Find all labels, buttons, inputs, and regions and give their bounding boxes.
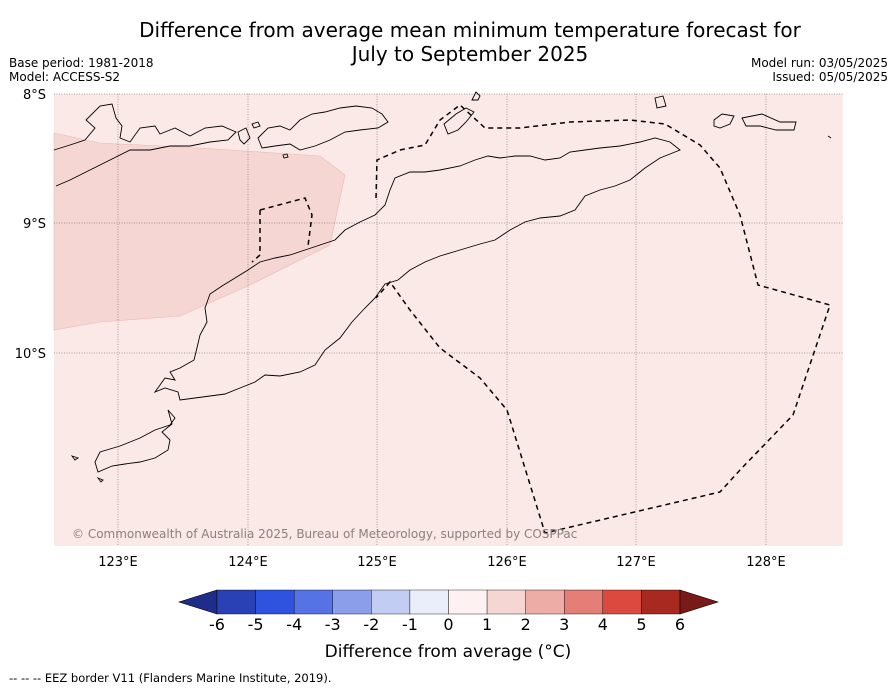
colorbar-segment [641,589,681,615]
colorbar-segment [486,589,526,615]
coastline-islet-4 [471,91,481,101]
model-run: Model run: 03/05/2025 [750,56,888,70]
colorbar-ticks: -6 -5 -4 -3 -2 -1 0 1 2 3 4 5 6 [209,615,685,634]
colorbar-tick-label: -6 [209,615,225,634]
chart-title: Difference from average mean minimum tem… [0,18,896,66]
colorbar-tick-label: 1 [482,615,492,634]
coastline-babar [713,113,735,129]
lon-label-125: 125°E [357,555,397,570]
colorbar-extend-low [178,589,218,615]
colorbar-tick-label: 4 [598,615,608,634]
eez-border-west [259,197,313,247]
lon-label-128: 128°E [746,555,786,570]
coastline-islet-8 [70,455,80,461]
colorbar-segment [332,589,372,615]
lon-label-123: 123°E [98,555,138,570]
colorbar-tick-label: 3 [559,615,569,634]
colorbar-tick-label: -1 [402,615,418,634]
colorbar [178,589,719,615]
coastline-rote [94,409,176,473]
title-line-1: Difference from average mean minimum tem… [139,18,801,42]
eez-border [251,104,831,534]
colorbar-segment [448,589,488,615]
title-line-2: July to September 2025 [351,42,589,66]
coastline-alor [257,105,389,151]
colorbar-segment [371,589,411,615]
meta-left: Base period: 1981-2018 Model: ACCESS-S2 [9,56,154,84]
meta-right: Model run: 03/05/2025 Issued: 05/05/2025 [751,56,888,84]
colorbar-segment [409,589,449,615]
colorbar-segment [602,589,642,615]
coastline-islet-6 [741,113,797,131]
colorbar-tick-label: -3 [325,615,341,634]
colorbar-tick-label: 6 [675,615,685,634]
lat-label-8: 8°S [23,88,46,103]
colorbar-tick-label: -5 [248,615,264,634]
lat-label-9: 9°S [23,217,46,232]
colorbar-label: Difference from average (°C) [324,642,572,662]
coastline-timor [153,137,681,401]
coastline-wetar [443,107,475,135]
coastline-islet-2 [251,121,261,129]
colorbar-segment [255,589,295,615]
eez-footnote: -- -- -- EEZ border V11 (Flanders Marine… [9,671,332,685]
lon-label-127: 127°E [616,555,656,570]
colorbar-segment [525,589,565,615]
base-period: Base period: 1981-2018 [9,56,154,70]
lat-label-10: 10°S [15,347,46,362]
eez-border-west-2 [251,210,261,263]
coastline-islet-1 [237,127,251,145]
coastlines [53,91,832,483]
colorbar-tick-label: 0 [443,615,453,634]
colorbar-tick-label: -2 [363,615,379,634]
colorbar-segment [216,589,256,615]
coastline-islet-9 [96,476,104,483]
coastline-islet-5 [654,95,667,109]
coastline-islet-3 [282,153,289,159]
coastline-flores-west [53,103,237,187]
colorbar-extend-high [679,589,719,615]
map-attribution: © Commonwealth of Australia 2025, Bureau… [72,527,577,541]
lon-labels: 123°E 124°E 125°E 126°E 127°E 128°E [98,555,786,570]
lon-label-124: 124°E [228,555,268,570]
colorbar-segment [293,589,333,615]
lon-label-126: 126°E [487,555,527,570]
coastline-islet-7 [827,135,832,139]
colorbar-segment [564,589,604,615]
colorbar-tick-label: -4 [286,615,302,634]
colorbar-tick-label: 2 [521,615,531,634]
issued-date: Issued: 05/05/2025 [772,70,888,84]
colorbar-tick-label: 5 [636,615,646,634]
lat-labels: 8°S 9°S 10°S [15,88,46,362]
model-name: Model: ACCESS-S2 [9,70,121,84]
eez-border-main [375,104,831,534]
